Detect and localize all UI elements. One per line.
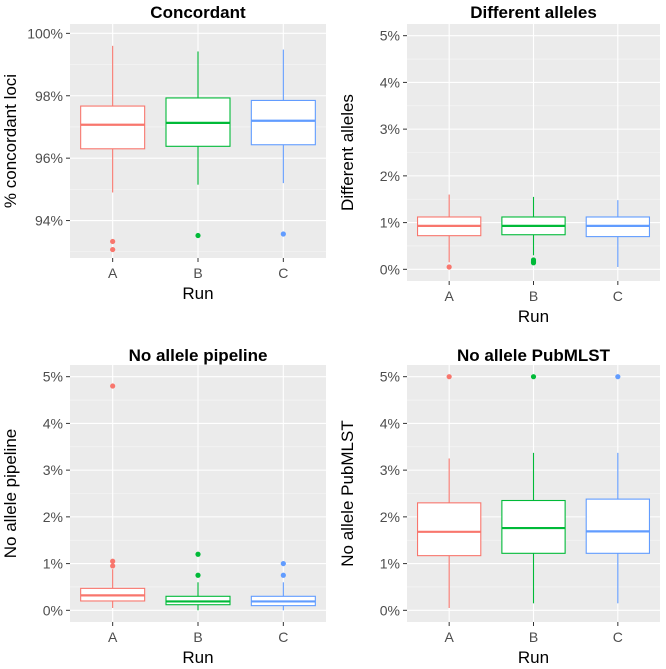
- outlier-point: [110, 238, 116, 245]
- y-tick-label: 98%: [35, 88, 63, 104]
- y-tick-label: 1%: [380, 556, 400, 572]
- box-iqr: [501, 499, 566, 554]
- y-tick-label: 96%: [35, 150, 63, 166]
- y-tick-label: 2%: [43, 509, 63, 525]
- y-tick-label: 0%: [380, 602, 400, 618]
- box-iqr: [80, 105, 146, 150]
- outlier-point: [530, 260, 537, 266]
- x-axis-title: Run: [182, 284, 213, 303]
- x-tick-label: C: [613, 288, 623, 304]
- chart-title: No allele pipeline: [129, 346, 268, 365]
- y-tick-label: 100%: [27, 25, 63, 41]
- x-tick-label: A: [108, 629, 118, 645]
- outlier-point: [280, 572, 286, 578]
- outlier-point: [615, 374, 621, 380]
- box-run-a: [80, 383, 146, 608]
- y-tick-label: 0%: [43, 602, 63, 618]
- outlier-point: [110, 383, 116, 389]
- chart-panel-4: 0% 1% 2% 3% 4% 5% A B C No allele PubMLST Run No al…: [338, 346, 660, 667]
- y-tick-label: 5%: [43, 369, 63, 385]
- y-axis-title: No allele PubMLST: [338, 420, 357, 566]
- y-tick-label: 94%: [35, 213, 63, 229]
- box-run-c: [585, 200, 651, 267]
- box-run-a: [416, 194, 482, 270]
- box-run-b: [501, 196, 566, 266]
- box-run-c: [250, 560, 316, 611]
- outlier-point: [530, 374, 537, 380]
- y-axis-title: Different alleles: [338, 94, 357, 211]
- y-tick-label: 3%: [380, 121, 400, 137]
- x-tick-label: A: [108, 265, 118, 281]
- box-iqr: [416, 502, 482, 557]
- x-axis-title: Run: [518, 307, 549, 326]
- y-tick-label: 5%: [380, 28, 400, 44]
- y-tick-label: 2%: [380, 168, 400, 184]
- outlier-point: [280, 231, 286, 237]
- chart-panel-2: 0% 1% 2% 3% 4% 5% A B C Different alleles Run Diffe…: [338, 3, 660, 326]
- y-tick-label: 4%: [380, 74, 400, 90]
- outlier-point: [195, 551, 201, 557]
- outlier-point: [446, 264, 452, 270]
- x-tick-label: B: [193, 629, 202, 645]
- chart-panel-1: 94% 96% 98% 100% A B C Concordant Run % concordan…: [1, 3, 326, 303]
- x-tick-label: A: [444, 629, 454, 645]
- x-tick-label: B: [529, 629, 538, 645]
- y-axis-title: No allele pipeline: [1, 429, 20, 558]
- outlier-point: [110, 246, 116, 253]
- box-run-b: [165, 551, 231, 611]
- box-run-b: [165, 51, 231, 239]
- box-run-c: [250, 49, 316, 237]
- y-tick-label: 4%: [43, 415, 63, 431]
- box-run-b: [501, 374, 566, 604]
- outlier-point: [446, 374, 452, 380]
- x-tick-label: C: [613, 629, 623, 645]
- box-iqr: [250, 99, 316, 146]
- y-tick-label: 3%: [380, 462, 400, 478]
- chart-title: Different alleles: [470, 3, 597, 22]
- chart-title: Concordant: [150, 3, 246, 22]
- y-tick-label: 0%: [380, 261, 400, 277]
- outlier-point: [195, 572, 201, 578]
- chart-title: No allele PubMLST: [457, 346, 611, 365]
- x-axis-title: Run: [518, 648, 549, 667]
- outlier-point: [110, 563, 116, 569]
- outlier-point: [195, 232, 201, 239]
- y-tick-label: 5%: [380, 369, 400, 385]
- x-tick-label: C: [278, 629, 288, 645]
- x-tick-label: A: [444, 288, 454, 304]
- outlier-point: [110, 558, 116, 564]
- y-axis-title: % concordant loci: [1, 74, 20, 208]
- x-tick-label: B: [193, 265, 202, 281]
- outlier-point: [280, 560, 286, 567]
- x-tick-label: C: [278, 265, 288, 281]
- y-tick-label: 2%: [380, 509, 400, 525]
- box-run-a: [80, 45, 146, 253]
- box-iqr: [585, 498, 651, 554]
- x-tick-label: B: [529, 288, 538, 304]
- chart-panel-3: 0% 1% 2% 3% 4% 5% A B C No allele pipeline Run No a…: [1, 346, 326, 667]
- y-tick-label: 3%: [43, 462, 63, 478]
- x-axis-title: Run: [182, 648, 213, 667]
- box-run-c: [585, 374, 651, 604]
- box-run-a: [416, 374, 482, 608]
- y-tick-label: 1%: [43, 556, 63, 572]
- y-tick-label: 4%: [380, 415, 400, 431]
- y-tick-label: 1%: [380, 215, 400, 231]
